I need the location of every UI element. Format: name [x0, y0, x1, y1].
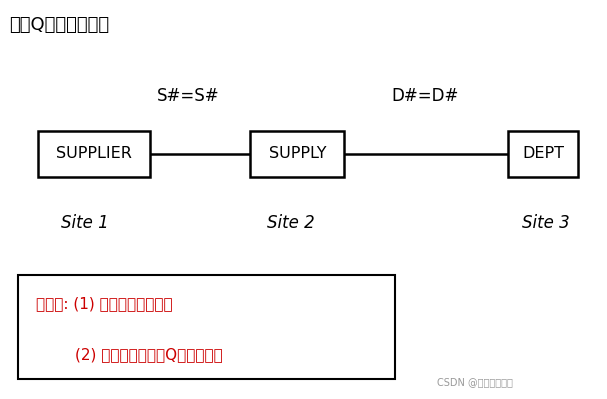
Text: 任务是: (1) 如何缩减操作数？: 任务是: (1) 如何缩减操作数？: [36, 296, 173, 311]
FancyBboxPatch shape: [18, 275, 395, 379]
FancyBboxPatch shape: [250, 131, 345, 176]
Text: D#=D#: D#=D#: [392, 87, 458, 105]
Text: SUPPLY: SUPPLY: [269, 146, 326, 161]
Text: S#=S#: S#=S#: [157, 87, 220, 105]
FancyBboxPatch shape: [509, 131, 578, 176]
Text: Site 1: Site 1: [61, 214, 109, 233]
Text: Site 3: Site 3: [523, 214, 570, 233]
FancyBboxPatch shape: [38, 131, 150, 176]
Text: SUPPLIER: SUPPLIER: [56, 146, 132, 161]
Text: CSDN @大懒猫的午觉: CSDN @大懒猫的午觉: [437, 377, 513, 387]
Text: Site 2: Site 2: [268, 214, 315, 233]
Text: 查询Q的连接图为：: 查询Q的连接图为：: [9, 16, 109, 34]
Text: (2) 在哪个站点执行Q比较合适？: (2) 在哪个站点执行Q比较合适？: [36, 348, 223, 363]
Text: DEPT: DEPT: [522, 146, 565, 161]
